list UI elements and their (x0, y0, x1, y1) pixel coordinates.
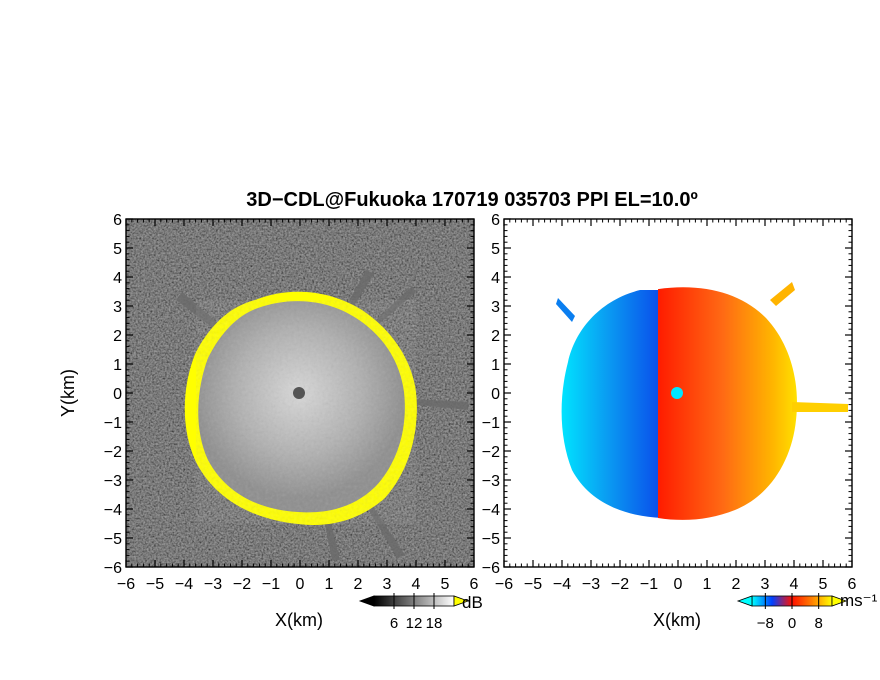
colorbar-tick-label: 12 (406, 615, 423, 632)
y-tick-label: 4 (491, 270, 500, 287)
y-tick-label: 6 (113, 212, 122, 229)
y-tick-label: −3 (482, 473, 500, 490)
colorbar-tick-label: 0 (788, 615, 796, 632)
chart-title: 3D−CDL@Fukuoka 170719 035703 PPI EL=10.0… (246, 189, 698, 211)
velocity-site-marker (671, 387, 683, 399)
left-x-axis-label: X(km) (275, 610, 323, 630)
x-tick-label: 1 (703, 576, 712, 593)
y-tick-label: −5 (104, 531, 122, 548)
x-tick-label: 5 (441, 576, 450, 593)
y-tick-label: 1 (113, 357, 122, 374)
colorbar-under-arrow (736, 595, 753, 607)
x-tick-label: −3 (204, 576, 222, 593)
x-tick-label: 0 (674, 576, 683, 593)
y-tick-label: −4 (104, 502, 122, 519)
y-tick-label: 2 (491, 328, 500, 345)
radar-site-marker (293, 387, 305, 399)
colorbar-tick-label: 18 (426, 615, 443, 632)
x-tick-label: −2 (233, 576, 251, 593)
y-tick-label: 4 (113, 270, 122, 287)
y-tick-label: 3 (113, 299, 122, 316)
right-x-axis-label: X(km) (653, 610, 701, 630)
colorbar-tick-label: −8 (757, 615, 774, 632)
y-tick-label: 0 (491, 386, 500, 403)
x-tick-label: 2 (732, 576, 741, 593)
y-tick-label: −1 (482, 415, 500, 432)
reflectivity-colorbar-unit: dB (462, 593, 483, 612)
x-tick-label: −3 (582, 576, 600, 593)
colorbar-over-arrow (453, 595, 470, 607)
x-tick-label: 4 (790, 576, 799, 593)
x-tick-label: 4 (412, 576, 421, 593)
colorbar-over-arrow (831, 595, 848, 607)
x-tick-label: 3 (761, 576, 770, 593)
y-tick-label: 2 (113, 328, 122, 345)
y-tick-label: −5 (482, 531, 500, 548)
x-tick-label: −2 (611, 576, 629, 593)
x-tick-label: −1 (262, 576, 280, 593)
y-tick-label: −6 (482, 560, 500, 577)
y-tick-label: −2 (482, 444, 500, 461)
y-tick-label: 1 (491, 357, 500, 374)
x-tick-label: 1 (325, 576, 334, 593)
colorbar-tick-label: 8 (814, 615, 822, 632)
x-tick-label: −5 (146, 576, 164, 593)
y-tick-label: −6 (104, 560, 122, 577)
y-tick-label: −3 (104, 473, 122, 490)
y-tick-label: −1 (104, 415, 122, 432)
x-tick-label: −4 (175, 576, 193, 593)
y-tick-label: 6 (491, 212, 500, 229)
x-tick-label: −6 (495, 576, 513, 593)
y-tick-label: −4 (482, 502, 500, 519)
y-axis-label: Y(km) (58, 369, 78, 417)
x-tick-label: 2 (354, 576, 363, 593)
x-tick-label: −1 (640, 576, 658, 593)
y-tick-label: 0 (113, 386, 122, 403)
x-tick-label: 6 (470, 576, 479, 593)
colorbar-under-arrow (358, 595, 375, 607)
velocity-negative-region (561, 290, 662, 518)
x-tick-label: −5 (524, 576, 542, 593)
y-tick-label: 5 (113, 241, 122, 258)
y-tick-label: 3 (491, 299, 500, 316)
x-tick-label: 5 (819, 576, 828, 593)
x-tick-label: 3 (383, 576, 392, 593)
x-tick-label: −6 (117, 576, 135, 593)
colorbar-tick-label: 6 (390, 615, 398, 632)
velocity-colorbar-unit: ms⁻¹ (840, 591, 878, 610)
y-tick-label: −2 (104, 444, 122, 461)
reflectivity-panel (126, 219, 474, 567)
velocity-panel (504, 219, 852, 567)
x-tick-label: 6 (848, 576, 857, 593)
x-tick-label: −4 (553, 576, 571, 593)
y-tick-label: 5 (491, 241, 500, 258)
x-tick-label: 0 (296, 576, 305, 593)
echo-texture (196, 300, 416, 524)
velocity-positive-region (658, 287, 797, 520)
